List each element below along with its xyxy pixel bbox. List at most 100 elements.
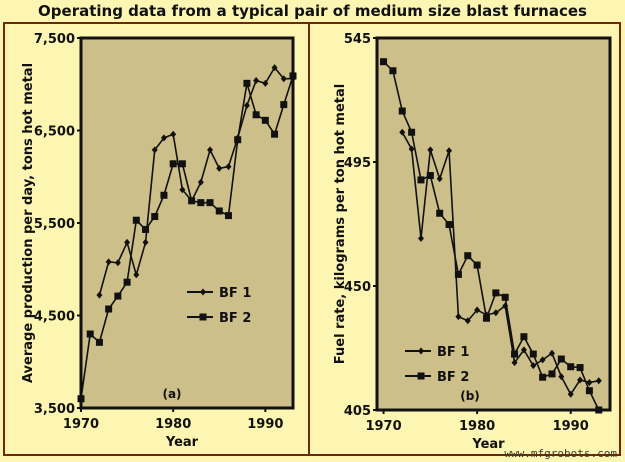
- x-tick-label: 1980: [459, 419, 495, 434]
- data-point: [207, 146, 214, 154]
- data-point: [548, 349, 555, 357]
- series-bf-2: [77, 72, 297, 403]
- data-point: [96, 291, 103, 299]
- data-point: [142, 238, 149, 246]
- series-bf-1: [399, 128, 602, 398]
- data-point: [123, 278, 131, 286]
- data-point: [215, 207, 223, 215]
- x-tick-label: 1970: [63, 417, 99, 432]
- chart-panel-b: 405 450 495 545 1970 1980 1990 Year Fuel rate, k…: [333, 32, 612, 452]
- data-point: [224, 212, 232, 220]
- legend-marker: [200, 288, 206, 296]
- data-point: [548, 370, 556, 378]
- data-point: [417, 176, 425, 184]
- data-point: [243, 79, 251, 87]
- data-point: [408, 128, 416, 136]
- data-point: [427, 146, 434, 154]
- y-tick-label: 495: [344, 156, 371, 171]
- data-point: [426, 172, 434, 180]
- legend-label: BF 1: [219, 286, 251, 301]
- data-point: [595, 406, 603, 414]
- data-point: [529, 350, 537, 358]
- data-point: [474, 306, 481, 314]
- data-point: [280, 101, 288, 109]
- data-point: [454, 270, 462, 278]
- chart-title: Operating data from a typical pair of me…: [38, 2, 587, 20]
- data-point: [539, 356, 546, 364]
- data-point: [124, 238, 131, 246]
- data-point: [455, 313, 462, 321]
- data-point: [197, 178, 204, 186]
- data-point: [271, 64, 278, 72]
- data-point: [530, 362, 537, 370]
- data-point: [133, 271, 140, 279]
- data-point: [492, 289, 500, 297]
- watermark: www.mfgrobots.com: [504, 447, 617, 460]
- data-point: [595, 377, 602, 385]
- data-point: [577, 376, 584, 384]
- data-point: [520, 346, 527, 354]
- data-point: [114, 292, 122, 300]
- y-tick-label: 450: [344, 280, 371, 295]
- data-point: [188, 197, 196, 205]
- plot-area: [79, 36, 295, 410]
- data-point: [464, 252, 472, 260]
- data-point: [179, 186, 186, 194]
- x-tick-label: 1980: [155, 417, 191, 432]
- panel-label: (a): [162, 387, 181, 401]
- x-axis-label: Year: [165, 435, 199, 450]
- data-point: [105, 305, 113, 313]
- data-point: [262, 79, 269, 87]
- data-point: [252, 111, 260, 119]
- legend-marker: [417, 372, 425, 380]
- data-point: [520, 333, 528, 341]
- y-tick-label: 405: [344, 404, 371, 419]
- data-point: [567, 390, 574, 398]
- x-tick-label: 1990: [553, 419, 589, 434]
- data-point: [511, 359, 518, 367]
- y-tick-label: 6,500: [34, 125, 75, 140]
- legend-marker: [199, 313, 207, 321]
- data-point: [558, 373, 565, 381]
- data-point: [482, 314, 490, 322]
- x-tick-label: 1970: [365, 419, 401, 434]
- data-point: [132, 216, 140, 224]
- data-point: [151, 146, 158, 154]
- data-point: [436, 209, 444, 217]
- data-point: [417, 234, 424, 242]
- data-point: [114, 259, 121, 267]
- data-point: [105, 258, 112, 266]
- data-point: [169, 160, 177, 168]
- series-line: [98, 66, 293, 296]
- legend-label: BF 1: [437, 345, 469, 360]
- series-bf-2: [380, 58, 603, 414]
- data-point: [586, 378, 593, 386]
- data-point: [464, 317, 471, 325]
- data-point: [289, 72, 297, 80]
- data-point: [445, 221, 453, 229]
- legend-label: BF 2: [219, 311, 251, 326]
- data-point: [77, 395, 85, 403]
- data-point: [539, 373, 547, 381]
- outer-frame: [3, 22, 621, 456]
- y-tick-label: 7,500: [34, 32, 75, 47]
- data-point: [253, 77, 260, 85]
- data-point: [271, 130, 279, 138]
- data-point: [567, 363, 575, 371]
- plot-area: [375, 36, 612, 412]
- data-point: [473, 261, 481, 269]
- data-point: [243, 102, 250, 110]
- y-axis-label: Average production per day, tons hot met…: [21, 63, 36, 383]
- x-tick-label: 1990: [247, 417, 283, 432]
- series-bf-1: [96, 64, 296, 299]
- data-point: [501, 293, 509, 301]
- y-tick-label: 3,500: [34, 402, 75, 417]
- data-point: [280, 75, 287, 83]
- x-axis-label: Year: [471, 437, 505, 452]
- data-point: [408, 145, 415, 153]
- data-point: [557, 355, 565, 363]
- data-point: [216, 164, 223, 172]
- y-tick-label: 4,500: [34, 310, 75, 325]
- data-point: [151, 213, 159, 221]
